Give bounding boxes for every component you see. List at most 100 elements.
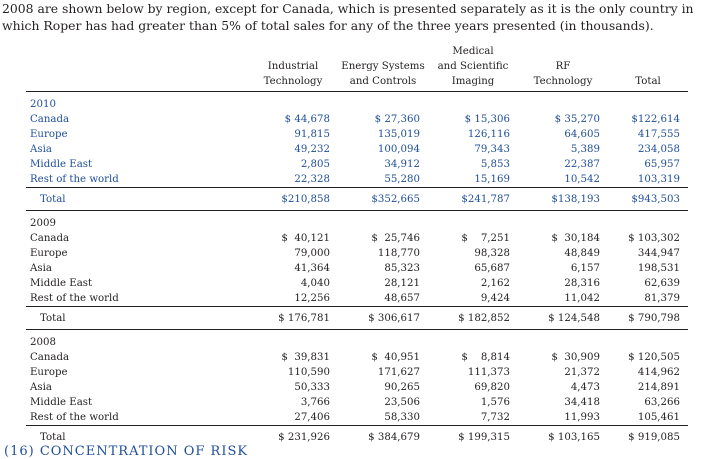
cell: 50,333 bbox=[294, 382, 330, 393]
cell: 103,319 bbox=[637, 174, 680, 185]
cell: 91,815 bbox=[294, 129, 330, 140]
cell: 118,770 bbox=[377, 248, 420, 259]
cell: $ 30,909 bbox=[551, 352, 600, 363]
cell: 110,590 bbox=[287, 367, 330, 378]
region-label: Europe bbox=[30, 248, 68, 259]
cell: 171,627 bbox=[377, 367, 420, 378]
cell: $352,665 bbox=[338, 187, 428, 211]
table-row: Middle East 4,040 28,121 2,162 28,316 62,639 bbox=[26, 276, 688, 291]
cell: $ 120,505 bbox=[628, 352, 680, 363]
cell: $943,503 bbox=[608, 187, 688, 211]
cell: 11,993 bbox=[564, 412, 600, 423]
cell: 65,957 bbox=[644, 159, 680, 170]
cell: 48,849 bbox=[564, 248, 600, 259]
cell: $ 7,251 bbox=[461, 233, 510, 244]
section-heading-concentration-of-risk: (16) CONCENTRATION OF RISK bbox=[4, 444, 249, 459]
table-row: Canada $ 39,831 $ 40,951 $ 8,814 $ 30,909 $ 1… bbox=[26, 350, 688, 365]
cell: $ 8,814 bbox=[461, 352, 510, 363]
cell: 11,042 bbox=[564, 293, 600, 304]
cell: 64,605 bbox=[564, 129, 600, 140]
cell: 126,116 bbox=[467, 129, 510, 140]
year-label: 2009 bbox=[30, 218, 56, 229]
cell: 6,157 bbox=[570, 263, 600, 274]
cell: 7,732 bbox=[480, 412, 510, 423]
table-row: Europe 91,815 135,019 126,116 64,605 417,555 bbox=[26, 127, 688, 142]
table-row: Europe 79,000 118,770 98,328 48,849 344,947 bbox=[26, 246, 688, 261]
cell: $ 39,831 bbox=[281, 352, 330, 363]
cell: 28,121 bbox=[384, 278, 420, 289]
region-label: Canada bbox=[30, 233, 70, 244]
table-row: Middle East 2,805 34,912 5,853 22,387 65,957 bbox=[26, 157, 688, 172]
cell: 28,316 bbox=[564, 278, 600, 289]
cell: $ 35,270 bbox=[554, 114, 600, 125]
cell: $ 176,781 bbox=[248, 306, 338, 330]
cell: $ 231,926 bbox=[248, 425, 338, 448]
cell: 234,058 bbox=[637, 144, 680, 155]
total-row: Total $210,858 $352,665 $241,787 $138,193 $94… bbox=[26, 187, 688, 211]
cell: 417,555 bbox=[637, 129, 680, 140]
table-row: Canada $ 40,121 $ 25,746 $ 7,251 $ 30,184 $ 1… bbox=[26, 231, 688, 246]
region-label: Asia bbox=[30, 144, 52, 155]
table-row: Asia 49,232 100,094 79,343 5,389 234,058 bbox=[26, 142, 688, 157]
total-row: Total $ 231,926 $ 384,679 $ 199,315 $ 103,16… bbox=[26, 425, 688, 448]
cell: 12,256 bbox=[294, 293, 330, 304]
cell: 2,805 bbox=[300, 159, 330, 170]
cell: 63,266 bbox=[644, 397, 680, 408]
cell: 62,639 bbox=[644, 278, 680, 289]
block-2008: 2008 Canada $ 39,831 $ 40,951 $ 8,814 $ 30,9… bbox=[26, 330, 688, 448]
cell: 105,461 bbox=[637, 412, 680, 423]
cell: 5,853 bbox=[480, 159, 510, 170]
cell: 414,962 bbox=[637, 367, 680, 378]
cell: 214,891 bbox=[637, 382, 680, 393]
cell: 81,379 bbox=[644, 293, 680, 304]
cell: 344,947 bbox=[637, 248, 680, 259]
cell: $122,614 bbox=[631, 114, 680, 125]
cell: 85,323 bbox=[384, 263, 420, 274]
region-label: Canada bbox=[30, 114, 70, 125]
region-label: Rest of the world bbox=[30, 174, 119, 185]
header-industrial-technology: Industrial Technology bbox=[248, 44, 338, 92]
cell: $ 15,306 bbox=[464, 114, 510, 125]
cell: 27,406 bbox=[294, 412, 330, 423]
region-label: Canada bbox=[30, 352, 70, 363]
cell: $ 182,852 bbox=[428, 306, 518, 330]
cell: $210,858 bbox=[248, 187, 338, 211]
cell: 2,162 bbox=[480, 278, 510, 289]
cell: $ 30,184 bbox=[551, 233, 600, 244]
region-label: Europe bbox=[30, 129, 68, 140]
region-label: Asia bbox=[30, 382, 52, 393]
cell: $ 40,121 bbox=[281, 233, 330, 244]
region-label: Middle East bbox=[30, 278, 93, 289]
region-label: Middle East bbox=[30, 159, 93, 170]
cell: 65,687 bbox=[474, 263, 510, 274]
cell: 23,506 bbox=[384, 397, 420, 408]
cell: $ 25,746 bbox=[371, 233, 420, 244]
cell: 198,531 bbox=[637, 263, 680, 274]
table-row: Rest of the world 27,406 58,330 7,732 11,993… bbox=[26, 410, 688, 426]
cell: $ 790,798 bbox=[608, 306, 688, 330]
table-row: Rest of the world 12,256 48,657 9,424 11,042… bbox=[26, 291, 688, 307]
total-row: Total $ 176,781 $ 306,617 $ 182,852 $ 124,54… bbox=[26, 306, 688, 330]
region-label: Rest of the world bbox=[30, 412, 119, 423]
cell: 3,766 bbox=[300, 397, 330, 408]
cell: 100,094 bbox=[377, 144, 420, 155]
header-energy-systems: Energy Systems and Controls bbox=[338, 44, 428, 92]
table-row: Europe 110,590 171,627 111,373 21,372 414,962 bbox=[26, 365, 688, 380]
total-label: Total bbox=[26, 306, 248, 330]
cell: 1,576 bbox=[480, 397, 510, 408]
cell: 5,389 bbox=[570, 144, 600, 155]
cell: 22,387 bbox=[564, 159, 600, 170]
cell: 48,657 bbox=[384, 293, 420, 304]
cell: 58,330 bbox=[384, 412, 420, 423]
cell: $ 384,679 bbox=[338, 425, 428, 448]
cell: $ 306,617 bbox=[338, 306, 428, 330]
year-label: 2010 bbox=[30, 99, 56, 110]
intro-paragraph: 2008 are shown below by region, except f… bbox=[2, 1, 694, 33]
table-row: Canada $ 44,678 $ 27,360 $ 15,306 $ 35,270 $1… bbox=[26, 112, 688, 127]
cell: $ 44,678 bbox=[284, 114, 330, 125]
cell: 4,040 bbox=[300, 278, 330, 289]
header-blank bbox=[26, 44, 248, 92]
table-row: Rest of the world 22,328 55,280 15,169 10,54… bbox=[26, 172, 688, 188]
region-label: Asia bbox=[30, 263, 52, 274]
cell: 15,169 bbox=[474, 174, 510, 185]
